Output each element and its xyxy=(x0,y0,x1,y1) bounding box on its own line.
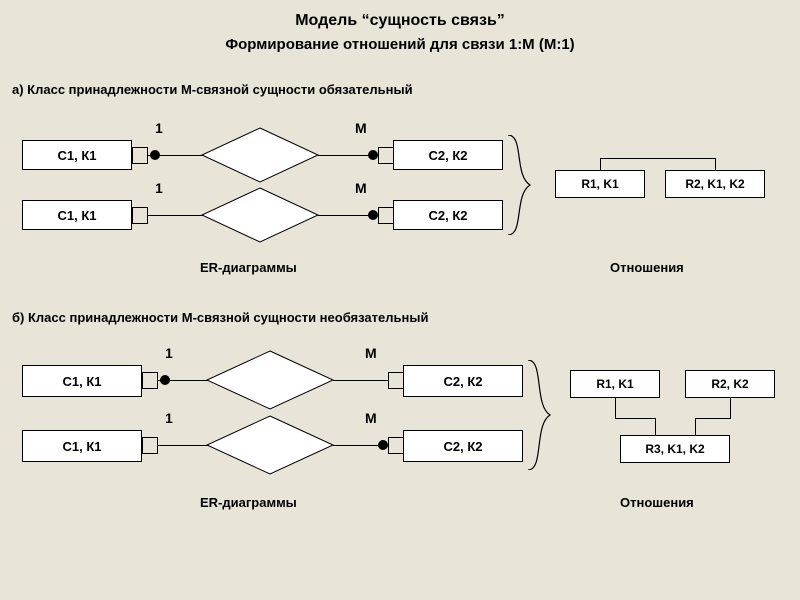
relation-box: R1, K1 xyxy=(570,370,660,398)
participation-dot xyxy=(368,150,378,160)
entity-box: С2, К2 xyxy=(403,430,523,462)
entity-box: С1, К1 xyxy=(22,140,132,170)
entity-box: С1, К1 xyxy=(22,200,132,230)
cardinality-label: M xyxy=(355,180,367,196)
cardinality-label: 1 xyxy=(165,410,173,426)
brace-icon xyxy=(526,360,556,470)
entity-box: С2, К2 xyxy=(393,140,503,170)
rel-caption: Отношения xyxy=(620,495,694,510)
entity-box: С1, К1 xyxy=(22,365,142,397)
relation-box: R2, K2 xyxy=(685,370,775,398)
relation-box: R2, K1, K2 xyxy=(665,170,765,198)
relation-box: R1, K1 xyxy=(555,170,645,198)
relation-box: R3, K1, K2 xyxy=(620,435,730,463)
cardinality-label: 1 xyxy=(155,180,163,196)
cardinality-label: 1 xyxy=(165,345,173,361)
participation-dot xyxy=(378,440,388,450)
brace-icon xyxy=(506,135,536,235)
cardinality-label: 1 xyxy=(155,120,163,136)
cardinality-label: M xyxy=(365,410,377,426)
cardinality-label: M xyxy=(365,345,377,361)
section-a-header: а) Класс принадлежности М-связной сущнос… xyxy=(12,82,413,97)
er-caption: ЕR-диаграммы xyxy=(200,495,297,510)
participation-dot xyxy=(160,375,170,385)
participation-dot xyxy=(150,150,160,160)
entity-box: С1, К1 xyxy=(22,430,142,462)
cardinality-label: M xyxy=(355,120,367,136)
rel-caption: Отношения xyxy=(610,260,684,275)
entity-box: С2, К2 xyxy=(393,200,503,230)
participation-dot xyxy=(368,210,378,220)
page-subtitle: Формирование отношений для связи 1:М (М:… xyxy=(0,36,800,53)
section-b-header: б) Класс принадлежности М-связной сущнос… xyxy=(12,310,428,325)
page-title: Модель “сущность связь” xyxy=(0,12,800,30)
entity-box: С2, К2 xyxy=(403,365,523,397)
er-caption: ЕR-диаграммы xyxy=(200,260,297,275)
